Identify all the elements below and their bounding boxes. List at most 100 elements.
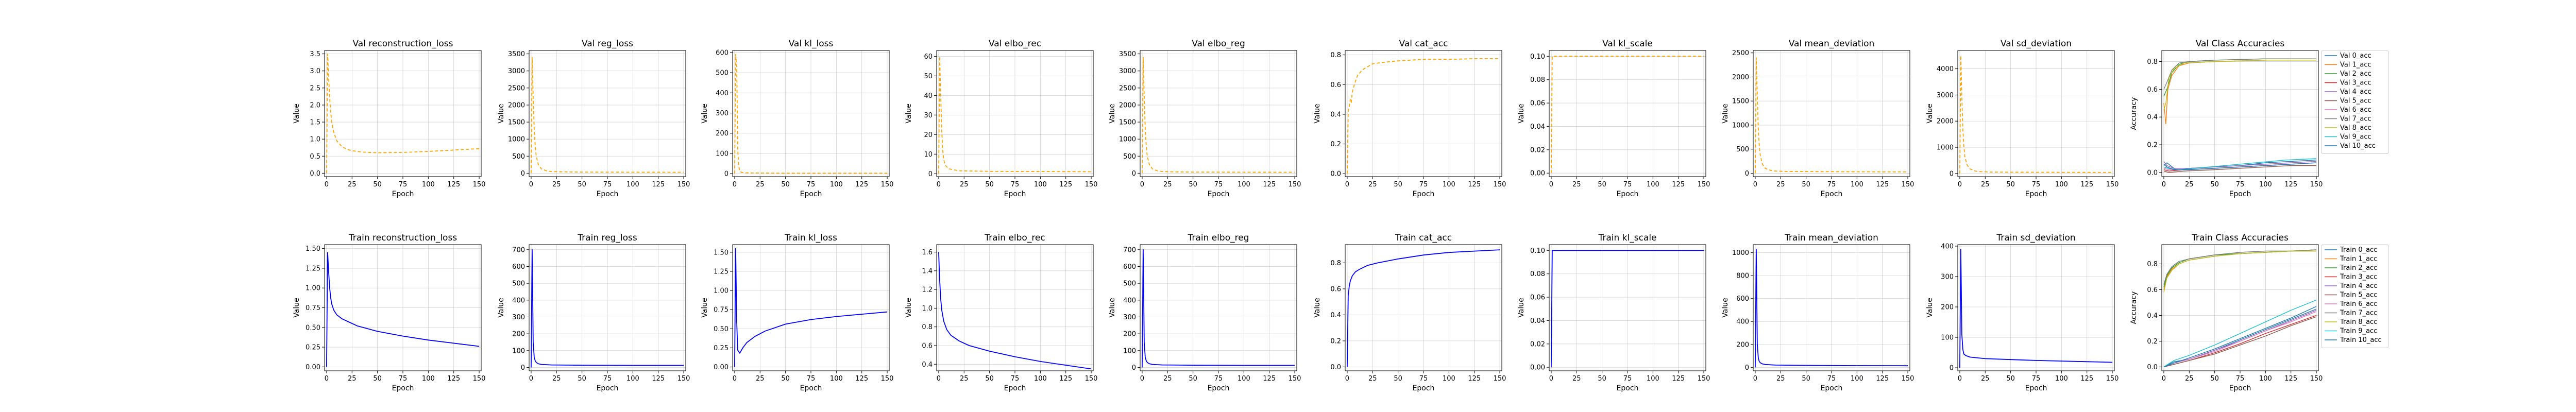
y-tick-label: 0.06 bbox=[1530, 100, 1545, 108]
panel-val_kl_loss: 0 25 50 75 100 125 150 0 100 200 300 400 500 600 Val k… bbox=[701, 39, 893, 198]
y-tick-label: 0 bbox=[1132, 170, 1136, 178]
x-tick-label: 75 bbox=[1623, 181, 1632, 188]
x-tick-label: 150 bbox=[1698, 181, 1710, 188]
legend-entry: Train 5_acc bbox=[2340, 291, 2377, 299]
x-tick-label: 0 bbox=[937, 181, 941, 188]
panel-train_mean_deviation: 0 25 50 75 100 125 150 0 200 400 600 800 1000 Train m… bbox=[1721, 233, 1914, 392]
y-tick-label: 200 bbox=[1123, 331, 1136, 338]
series-line bbox=[1754, 57, 1908, 174]
panel-title: Val sd_deviation bbox=[2001, 39, 2072, 49]
x-tick-label: 0 bbox=[1549, 375, 1553, 383]
x-tick-label: 25 bbox=[1776, 375, 1785, 383]
y-tick-label: 0.0 bbox=[2147, 169, 2158, 177]
y-tick-label: 0.25 bbox=[714, 345, 728, 352]
y-axis-label: Value bbox=[1313, 298, 1321, 317]
y-tick-label: 100 bbox=[716, 150, 728, 158]
legend-entry: Train 1_acc bbox=[2340, 255, 2377, 263]
y-tick-label: 300 bbox=[716, 110, 728, 117]
panel-val_kl_scale: 0 25 50 75 100 125 150 0.00 0.02 0.04 0.06 0.08 0.10… bbox=[1517, 39, 1710, 198]
x-tick-label: 50 bbox=[373, 375, 382, 383]
y-tick-label: 1500 bbox=[1732, 98, 1749, 106]
x-tick-label: 150 bbox=[473, 181, 486, 188]
panel-title: Train sd_deviation bbox=[1996, 233, 2075, 243]
legend-entry: Val 4_acc bbox=[2340, 88, 2371, 96]
x-tick-label: 150 bbox=[1494, 375, 1506, 383]
y-tick-label: 0 bbox=[1745, 364, 1749, 372]
y-axis-label: Value bbox=[1313, 104, 1321, 123]
x-tick-label: 50 bbox=[1189, 181, 1197, 188]
y-tick-label: 0.2 bbox=[1330, 337, 1341, 345]
series-line bbox=[734, 248, 888, 367]
y-tick-label: 4000 bbox=[1937, 65, 1954, 73]
y-tick-label: 20 bbox=[924, 131, 933, 139]
legend-entry: Val 0_acc bbox=[2340, 52, 2371, 60]
y-tick-label: 1000 bbox=[1937, 144, 1954, 152]
y-tick-label: 0.6 bbox=[922, 342, 933, 350]
y-tick-label: 1.5 bbox=[310, 119, 320, 127]
series-line bbox=[2163, 161, 2317, 169]
y-tick-label: 100 bbox=[1941, 334, 1954, 342]
y-tick-label: 1000 bbox=[1732, 122, 1749, 129]
series-line bbox=[1550, 250, 1704, 368]
panel-val_class_accuracies: 0 25 50 75 100 125 150 0.0 0.2 0.4 0.6 0.8 Val Class… bbox=[2130, 39, 2389, 198]
y-axis-label: Value bbox=[1721, 104, 1730, 123]
x-tick-label: 150 bbox=[2310, 375, 2323, 383]
panel-train_kl_loss: 0 25 50 75 100 125 150 0.00 0.25 0.50 0.75 1.00 1.25… bbox=[701, 233, 893, 392]
x-tick-label: 100 bbox=[422, 181, 435, 188]
y-tick-label: 2500 bbox=[508, 84, 525, 92]
y-tick-label: 1.25 bbox=[306, 265, 320, 272]
x-tick-label: 0 bbox=[1753, 181, 1757, 188]
x-tick-label: 0 bbox=[529, 181, 533, 188]
x-tick-label: 125 bbox=[2080, 181, 2093, 188]
series-line bbox=[2163, 158, 2317, 170]
x-axis-label: Epoch bbox=[800, 190, 822, 198]
y-tick-label: 2000 bbox=[1732, 74, 1749, 81]
y-tick-label: 0 bbox=[521, 170, 525, 178]
x-tick-label: 150 bbox=[1289, 375, 1301, 383]
x-tick-label: 50 bbox=[2006, 375, 2015, 383]
panel-title: Train elbo_reg bbox=[1188, 233, 1249, 243]
x-tick-label: 125 bbox=[2284, 375, 2297, 383]
y-tick-label: 0 bbox=[928, 170, 933, 178]
y-tick-label: 400 bbox=[512, 297, 525, 304]
y-axis-label: Value bbox=[1108, 104, 1116, 123]
x-tick-label: 25 bbox=[348, 375, 357, 383]
y-axis-label: Value bbox=[497, 104, 505, 123]
y-tick-label: 0.50 bbox=[714, 325, 728, 333]
x-tick-label: 150 bbox=[881, 375, 894, 383]
x-tick-label: 75 bbox=[1214, 181, 1223, 188]
y-tick-label: 300 bbox=[1123, 314, 1136, 321]
x-tick-label: 75 bbox=[2236, 375, 2245, 383]
series-line bbox=[2163, 60, 2317, 110]
x-tick-label: 75 bbox=[1011, 181, 1020, 188]
y-axis-label: Value bbox=[701, 104, 709, 123]
panel-title: Val reconstruction_loss bbox=[353, 39, 453, 49]
x-axis-label: Epoch bbox=[2229, 384, 2251, 392]
x-axis-label: Epoch bbox=[1004, 384, 1026, 392]
x-tick-label: 150 bbox=[2106, 375, 2119, 383]
y-tick-label: 0.6 bbox=[2147, 286, 2158, 294]
y-axis-label: Accuracy bbox=[2130, 97, 2138, 130]
y-tick-label: 40 bbox=[924, 92, 933, 100]
x-tick-label: 100 bbox=[1443, 181, 1455, 188]
x-tick-label: 125 bbox=[1672, 375, 1685, 383]
x-tick-label: 100 bbox=[2259, 375, 2272, 383]
panel-title: Val kl_scale bbox=[1602, 39, 1653, 49]
series-line bbox=[938, 252, 1092, 370]
x-tick-label: 0 bbox=[733, 181, 737, 188]
y-tick-label: 0.25 bbox=[306, 344, 320, 352]
y-axis-label: Value bbox=[1517, 104, 1526, 123]
y-tick-label: 0.0 bbox=[1330, 170, 1341, 178]
y-tick-label: 400 bbox=[1941, 243, 1954, 250]
legend-entry: Train 4_acc bbox=[2340, 282, 2377, 290]
y-tick-label: 0.08 bbox=[1530, 76, 1545, 84]
x-tick-label: 75 bbox=[1827, 375, 1836, 383]
x-tick-label: 25 bbox=[1572, 181, 1581, 188]
y-tick-label: 500 bbox=[1736, 146, 1749, 153]
series-line bbox=[1346, 249, 1500, 367]
y-tick-label: 0.2 bbox=[2147, 338, 2158, 346]
x-tick-label: 125 bbox=[1059, 375, 1072, 383]
panel-title: Val kl_loss bbox=[789, 39, 834, 49]
y-tick-label: 3500 bbox=[1119, 50, 1136, 58]
x-tick-label: 0 bbox=[1345, 375, 1349, 383]
